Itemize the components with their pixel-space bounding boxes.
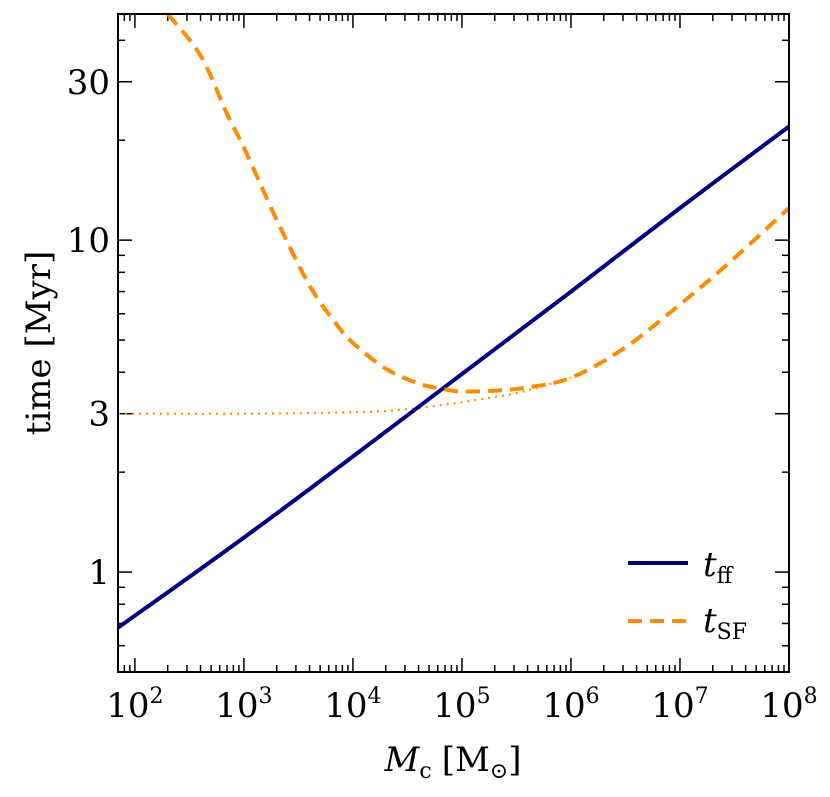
x-axis-title-sub: c — [419, 759, 431, 784]
y-tick-label: 10 — [67, 221, 110, 261]
plot-series — [118, 14, 789, 630]
x-tick-label-exp: 8 — [804, 684, 818, 709]
x-axis-title-unit: [M — [442, 740, 490, 780]
x-tick-label-exp: 6 — [586, 684, 600, 709]
x-tick-label-base: 10 — [760, 686, 803, 726]
x-tick-label: 108 — [760, 684, 817, 726]
x-tick-label-base: 10 — [651, 686, 694, 726]
legend-label-tff-sub: ff — [717, 564, 734, 589]
legend-label-tsf-sub: SF — [717, 620, 747, 645]
plot-frame — [117, 13, 790, 673]
x-tick-label-base: 10 — [215, 686, 258, 726]
x-tick-label-exp: 7 — [695, 684, 709, 709]
legend-label-tff: tff — [703, 545, 734, 589]
y-tick-label: 30 — [67, 63, 110, 103]
x-axis-title-unit-symbol: ⊙ — [490, 759, 508, 784]
x-axis-title-main: M — [384, 740, 421, 780]
x-tick-label-base: 10 — [106, 686, 149, 726]
series-line-t_sf — [166, 14, 789, 394]
x-tick-label: 105 — [433, 684, 490, 726]
series-line-t_sf-floor — [118, 376, 572, 415]
x-tick-label: 104 — [324, 684, 381, 726]
y-tick-label: 1 — [88, 553, 110, 593]
x-tick-label: 103 — [215, 684, 272, 726]
y-tick-label: 3 — [88, 395, 110, 435]
x-tick-label-exp: 5 — [477, 684, 491, 709]
x-tick-label-base: 10 — [433, 686, 476, 726]
x-tick-label-exp: 3 — [259, 684, 273, 709]
x-tick-label-exp: 4 — [368, 684, 382, 709]
x-tick-label-base: 10 — [324, 686, 367, 726]
legend-label-tsf: tSF — [703, 601, 747, 645]
x-tick-label: 102 — [106, 684, 163, 726]
x-tick-label: 106 — [542, 684, 599, 726]
legend: tff tSF — [628, 545, 747, 645]
legend-label-tff-main: t — [703, 545, 717, 585]
x-tick-label-exp: 2 — [150, 684, 164, 709]
x-axis-title: Mc [M⊙] — [384, 740, 522, 784]
x-tick-label: 107 — [651, 684, 708, 726]
x-axis-title-unit-close: ] — [508, 740, 521, 780]
legend-label-tsf-main: t — [703, 601, 717, 641]
x-tick-label-base: 10 — [542, 686, 585, 726]
axis-ticks — [117, 14, 790, 673]
series-line-t_ff — [118, 124, 789, 630]
y-axis-title: time [Myr] — [19, 251, 59, 436]
